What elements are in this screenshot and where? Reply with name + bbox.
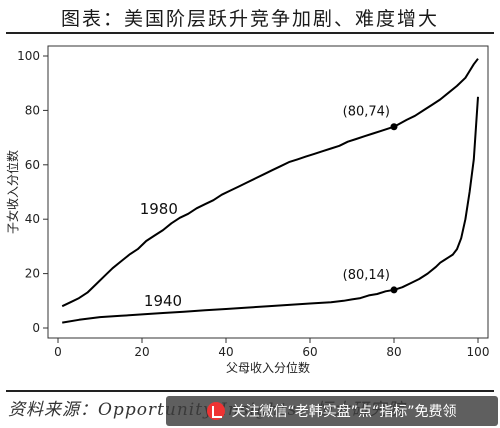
x-tick-label: 40 bbox=[218, 345, 233, 359]
series-label-1940: 1940 bbox=[144, 292, 182, 310]
series-line-1940 bbox=[62, 96, 479, 324]
annotation-label: (80,14) bbox=[343, 268, 390, 283]
y-tick-label: 20 bbox=[25, 267, 40, 281]
y-axis-label: 子女收入分位数 bbox=[5, 150, 20, 234]
footer-divider bbox=[6, 390, 494, 392]
title-divider bbox=[6, 32, 494, 34]
x-tick-label: 20 bbox=[134, 345, 149, 359]
series-line-1980 bbox=[61, 58, 479, 308]
y-tick-label: 0 bbox=[32, 321, 40, 335]
y-tick-label: 100 bbox=[17, 49, 40, 63]
series-label-1980: 1980 bbox=[140, 200, 178, 218]
x-tick-label: 0 bbox=[54, 345, 62, 359]
annotation-point bbox=[390, 123, 398, 131]
plot-frame bbox=[47, 45, 489, 339]
annotation-label: (80,74) bbox=[343, 105, 390, 120]
chart-title: 图表：美国阶层跃升竞争加剧、难度增大 bbox=[60, 8, 439, 30]
watermark-text: 关注微信“老韩实盘”点“指标”免费领 bbox=[231, 404, 457, 420]
x-axis-label: 父母收入分位数 bbox=[226, 360, 310, 375]
line-chart: 0 20 40 60 80 100 0 20 40 60 80 100 父母收入分位数 子女收入分位数 19… bbox=[5, 45, 490, 375]
y-tick-label: 80 bbox=[25, 103, 40, 117]
annotation-point bbox=[390, 286, 398, 294]
y-tick-label: 60 bbox=[25, 158, 40, 172]
x-tick-label: 100 bbox=[467, 345, 490, 359]
watermark-banner: 关注微信“老韩实盘”点“指标”免费领 bbox=[166, 396, 498, 426]
x-tick-label: 80 bbox=[386, 345, 401, 359]
x-tick-label: 60 bbox=[302, 345, 317, 359]
wechat-icon bbox=[207, 402, 226, 420]
y-tick-label: 40 bbox=[25, 212, 40, 226]
